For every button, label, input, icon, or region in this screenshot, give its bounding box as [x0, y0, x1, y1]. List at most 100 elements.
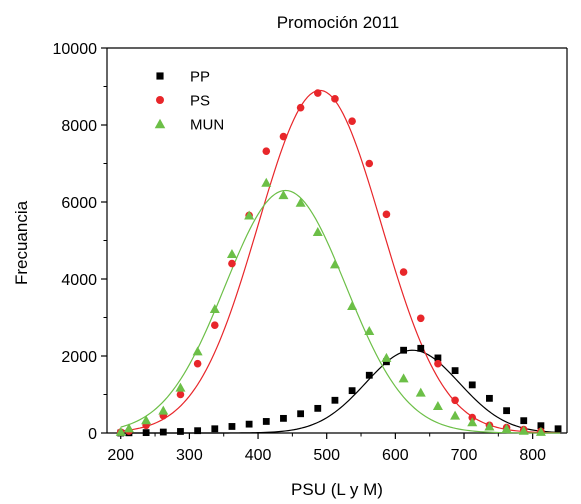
- data-point-ps: [228, 259, 236, 268]
- data-point-ps: [262, 147, 271, 155]
- data-point-mun: [381, 352, 392, 362]
- data-point-pp: [554, 425, 562, 433]
- fit-curve-mun: [120, 189, 561, 434]
- data-point-pp: [297, 410, 305, 418]
- data-point-ps: [176, 390, 185, 399]
- data-point-ps: [210, 321, 219, 330]
- legend-label: PS: [190, 93, 210, 110]
- data-point-mun: [535, 426, 546, 436]
- x-axis-label: PSU (L y M): [291, 480, 383, 499]
- data-point-pp: [400, 346, 407, 354]
- y-axis-ticks: 0 2000 4000 6000 8000 10000: [53, 41, 107, 443]
- data-point-pp: [159, 428, 167, 436]
- data-point-pp: [194, 427, 202, 435]
- data-point-pp: [177, 428, 184, 435]
- data-point-mun: [415, 387, 426, 397]
- fit-curve-ps: [120, 89, 561, 434]
- data-point-ps: [399, 268, 408, 276]
- legend-label: PP: [190, 69, 210, 86]
- data-point-mun: [467, 417, 478, 427]
- data-point-mun: [115, 426, 126, 436]
- data-point-ps: [365, 159, 374, 168]
- data-point-pp: [211, 425, 219, 433]
- data-point-pp: [262, 418, 270, 425]
- legend-marker-pp: [156, 72, 164, 80]
- y-tick-label: 6000: [61, 195, 97, 212]
- data-point-mun: [432, 401, 443, 411]
- data-point-ps: [434, 359, 442, 368]
- data-point-mun: [518, 425, 529, 435]
- data-point-pp: [417, 344, 425, 352]
- data-point-ps: [451, 396, 459, 405]
- x-tick-label: 700: [451, 447, 478, 464]
- data-point-pp: [468, 381, 476, 389]
- data-point-mun: [347, 300, 358, 310]
- data-point-pp: [280, 414, 287, 422]
- data-point-ps: [193, 359, 202, 368]
- data-point-ps: [382, 210, 391, 219]
- data-point-ps: [313, 89, 322, 97]
- y-axis-label: Frecuancia: [12, 200, 31, 285]
- legend-item-pp: PP: [156, 69, 210, 86]
- fit-curve-pp: [120, 349, 561, 434]
- data-point-ps: [331, 95, 339, 103]
- data-point-pp: [314, 404, 322, 412]
- legend-marker-mun: [154, 118, 166, 129]
- data-point-pp: [503, 407, 510, 415]
- data-point-pp: [348, 387, 356, 395]
- data-point-mun: [364, 325, 375, 335]
- data-point-ps: [296, 103, 305, 112]
- data-point-pp: [142, 429, 150, 437]
- data-point-mun: [158, 405, 169, 415]
- data-point-pp: [537, 422, 545, 430]
- data-point-pp: [365, 371, 373, 379]
- data-point-pp: [486, 394, 493, 402]
- series-mun: [115, 177, 546, 436]
- chart-title: Promoción 2011: [277, 13, 400, 32]
- data-point-ps: [279, 132, 288, 141]
- data-point-pp: [451, 367, 459, 375]
- x-axis-ticks: 200 300 400 500 600 700 800: [107, 433, 546, 464]
- data-point-mun: [329, 259, 340, 269]
- plot-area: [106, 47, 568, 434]
- data-point-mun: [398, 373, 409, 383]
- legend-marker-ps: [156, 96, 164, 104]
- y-tick-label: 8000: [61, 118, 97, 135]
- y-tick-label: 10000: [53, 41, 98, 58]
- legend-label: MUN: [190, 117, 224, 134]
- x-tick-label: 500: [313, 447, 340, 464]
- legend: PP PS MUN: [154, 69, 224, 134]
- y-tick-label: 0: [88, 426, 97, 443]
- legend-item-mun: MUN: [154, 117, 224, 134]
- data-point-mun: [261, 177, 272, 187]
- x-tick-label: 300: [176, 447, 203, 464]
- data-point-mun: [141, 415, 152, 425]
- x-tick-label: 600: [382, 447, 409, 464]
- data-point-mun: [484, 421, 495, 431]
- x-tick-label: 800: [519, 447, 546, 464]
- data-point-ps: [416, 314, 425, 323]
- data-point-mun: [312, 227, 323, 237]
- data-point-pp: [520, 417, 528, 425]
- fit-curves: [120, 89, 561, 434]
- data-point-pp: [245, 420, 253, 428]
- data-point-mun: [450, 410, 461, 420]
- data-point-mun: [123, 423, 134, 433]
- data-point-mun: [209, 304, 220, 314]
- data-point-pp: [228, 423, 236, 430]
- data-points: [115, 89, 562, 437]
- data-point-mun: [175, 382, 186, 392]
- data-point-mun: [244, 210, 255, 220]
- x-tick-label: 200: [107, 447, 134, 464]
- legend-item-ps: PS: [156, 93, 210, 110]
- data-point-ps: [348, 117, 356, 125]
- data-point-mun: [192, 346, 203, 356]
- data-point-mun: [278, 190, 289, 200]
- y-tick-label: 2000: [61, 349, 97, 366]
- x-tick-label: 400: [245, 447, 272, 464]
- data-point-pp: [331, 396, 339, 404]
- data-point-pp: [434, 354, 442, 362]
- data-point-mun: [226, 248, 237, 258]
- y-tick-label: 4000: [61, 272, 97, 289]
